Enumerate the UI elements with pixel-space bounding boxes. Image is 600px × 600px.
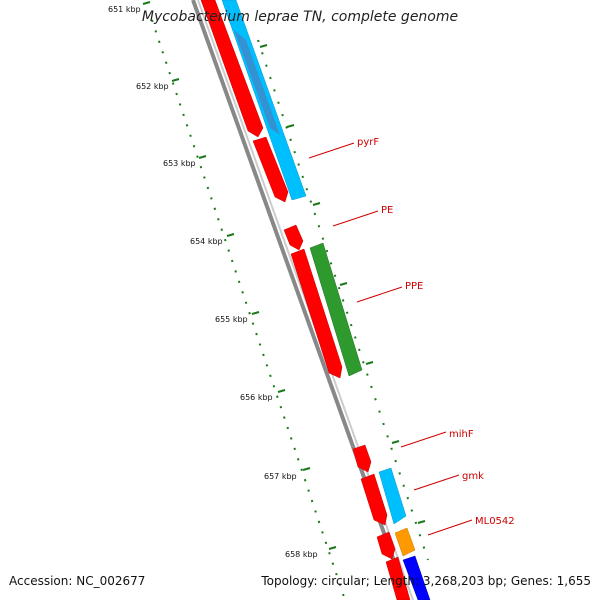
label-connector: [356, 286, 403, 303]
ruler-label: 658 kbp: [285, 550, 318, 559]
cds-feature[interactable]: [290, 248, 343, 379]
ruler-tick: [277, 389, 286, 393]
cyan-feature-shade: [234, 30, 280, 135]
ruler-label: 651 kbp: [108, 5, 141, 14]
outer-tick: [417, 520, 426, 524]
orange-feature[interactable]: [394, 527, 416, 557]
gene-label-mihF[interactable]: mihF: [449, 429, 474, 440]
ruler-tick: [171, 78, 180, 82]
ruler-label: 652 kbp: [136, 82, 169, 91]
outer-track-ticks: [259, 44, 426, 524]
label-connector: [427, 519, 473, 536]
ruler-label: 657 kbp: [264, 472, 297, 481]
ruler-label: 655 kbp: [215, 315, 248, 324]
label-connector: [400, 431, 447, 448]
genome-title: Mycobacterium leprae TN, complete genome: [141, 9, 459, 25]
cyan-features: [221, 0, 407, 525]
ruler-tick: [226, 233, 235, 237]
ruler-tick: [142, 1, 151, 5]
outer-dotted-track: [257, 39, 429, 561]
outer-tick: [391, 440, 400, 444]
ruler-label: 653 kbp: [163, 159, 196, 168]
ruler: 651 kbp 652 kbp 653 kbp 654 kbp 655 kbp …: [108, 1, 337, 559]
topology-text: Topology: circular; Length: 3,268,203 bp…: [261, 574, 591, 588]
accession-text: Accession: NC_002677: [9, 574, 146, 588]
ruler-label: 656 kbp: [240, 393, 273, 402]
gene-label-ML0542[interactable]: ML0542: [475, 516, 515, 527]
outer-tick: [365, 361, 374, 365]
cyan-feature[interactable]: [378, 467, 407, 525]
cds-feature[interactable]: [385, 556, 411, 600]
cds-feature[interactable]: [352, 444, 372, 473]
ruler-tick: [198, 155, 207, 159]
ruler-tick: [302, 467, 311, 471]
gene-label-PE[interactable]: PE: [381, 205, 393, 216]
outer-tick: [286, 124, 295, 128]
ppe-feature[interactable]: [309, 242, 363, 377]
label-connector: [332, 210, 379, 227]
ruler-label: 654 kbp: [190, 237, 223, 246]
blue-feature[interactable]: [402, 555, 431, 600]
cds-features: [200, 0, 411, 600]
ruler-tick: [328, 546, 337, 550]
cds-feature[interactable]: [376, 531, 396, 560]
outer-tick: [312, 202, 321, 206]
ruler-tick: [251, 311, 260, 315]
cds-feature[interactable]: [283, 224, 304, 251]
cds-feature[interactable]: [252, 136, 289, 203]
cds-feature[interactable]: [360, 473, 388, 526]
label-connector: [308, 142, 355, 159]
outer-tick: [339, 282, 348, 286]
gene-label-pyrF[interactable]: pyrF: [357, 137, 379, 148]
cds-feature[interactable]: [200, 0, 264, 138]
gene-labels: pyrF PE PPE mihF gmk ML0542: [308, 137, 515, 536]
label-connector: [413, 474, 460, 491]
gene-label-PPE[interactable]: PPE: [405, 281, 423, 292]
outer-tick: [259, 44, 268, 48]
gene-label-gmk[interactable]: gmk: [462, 471, 484, 482]
